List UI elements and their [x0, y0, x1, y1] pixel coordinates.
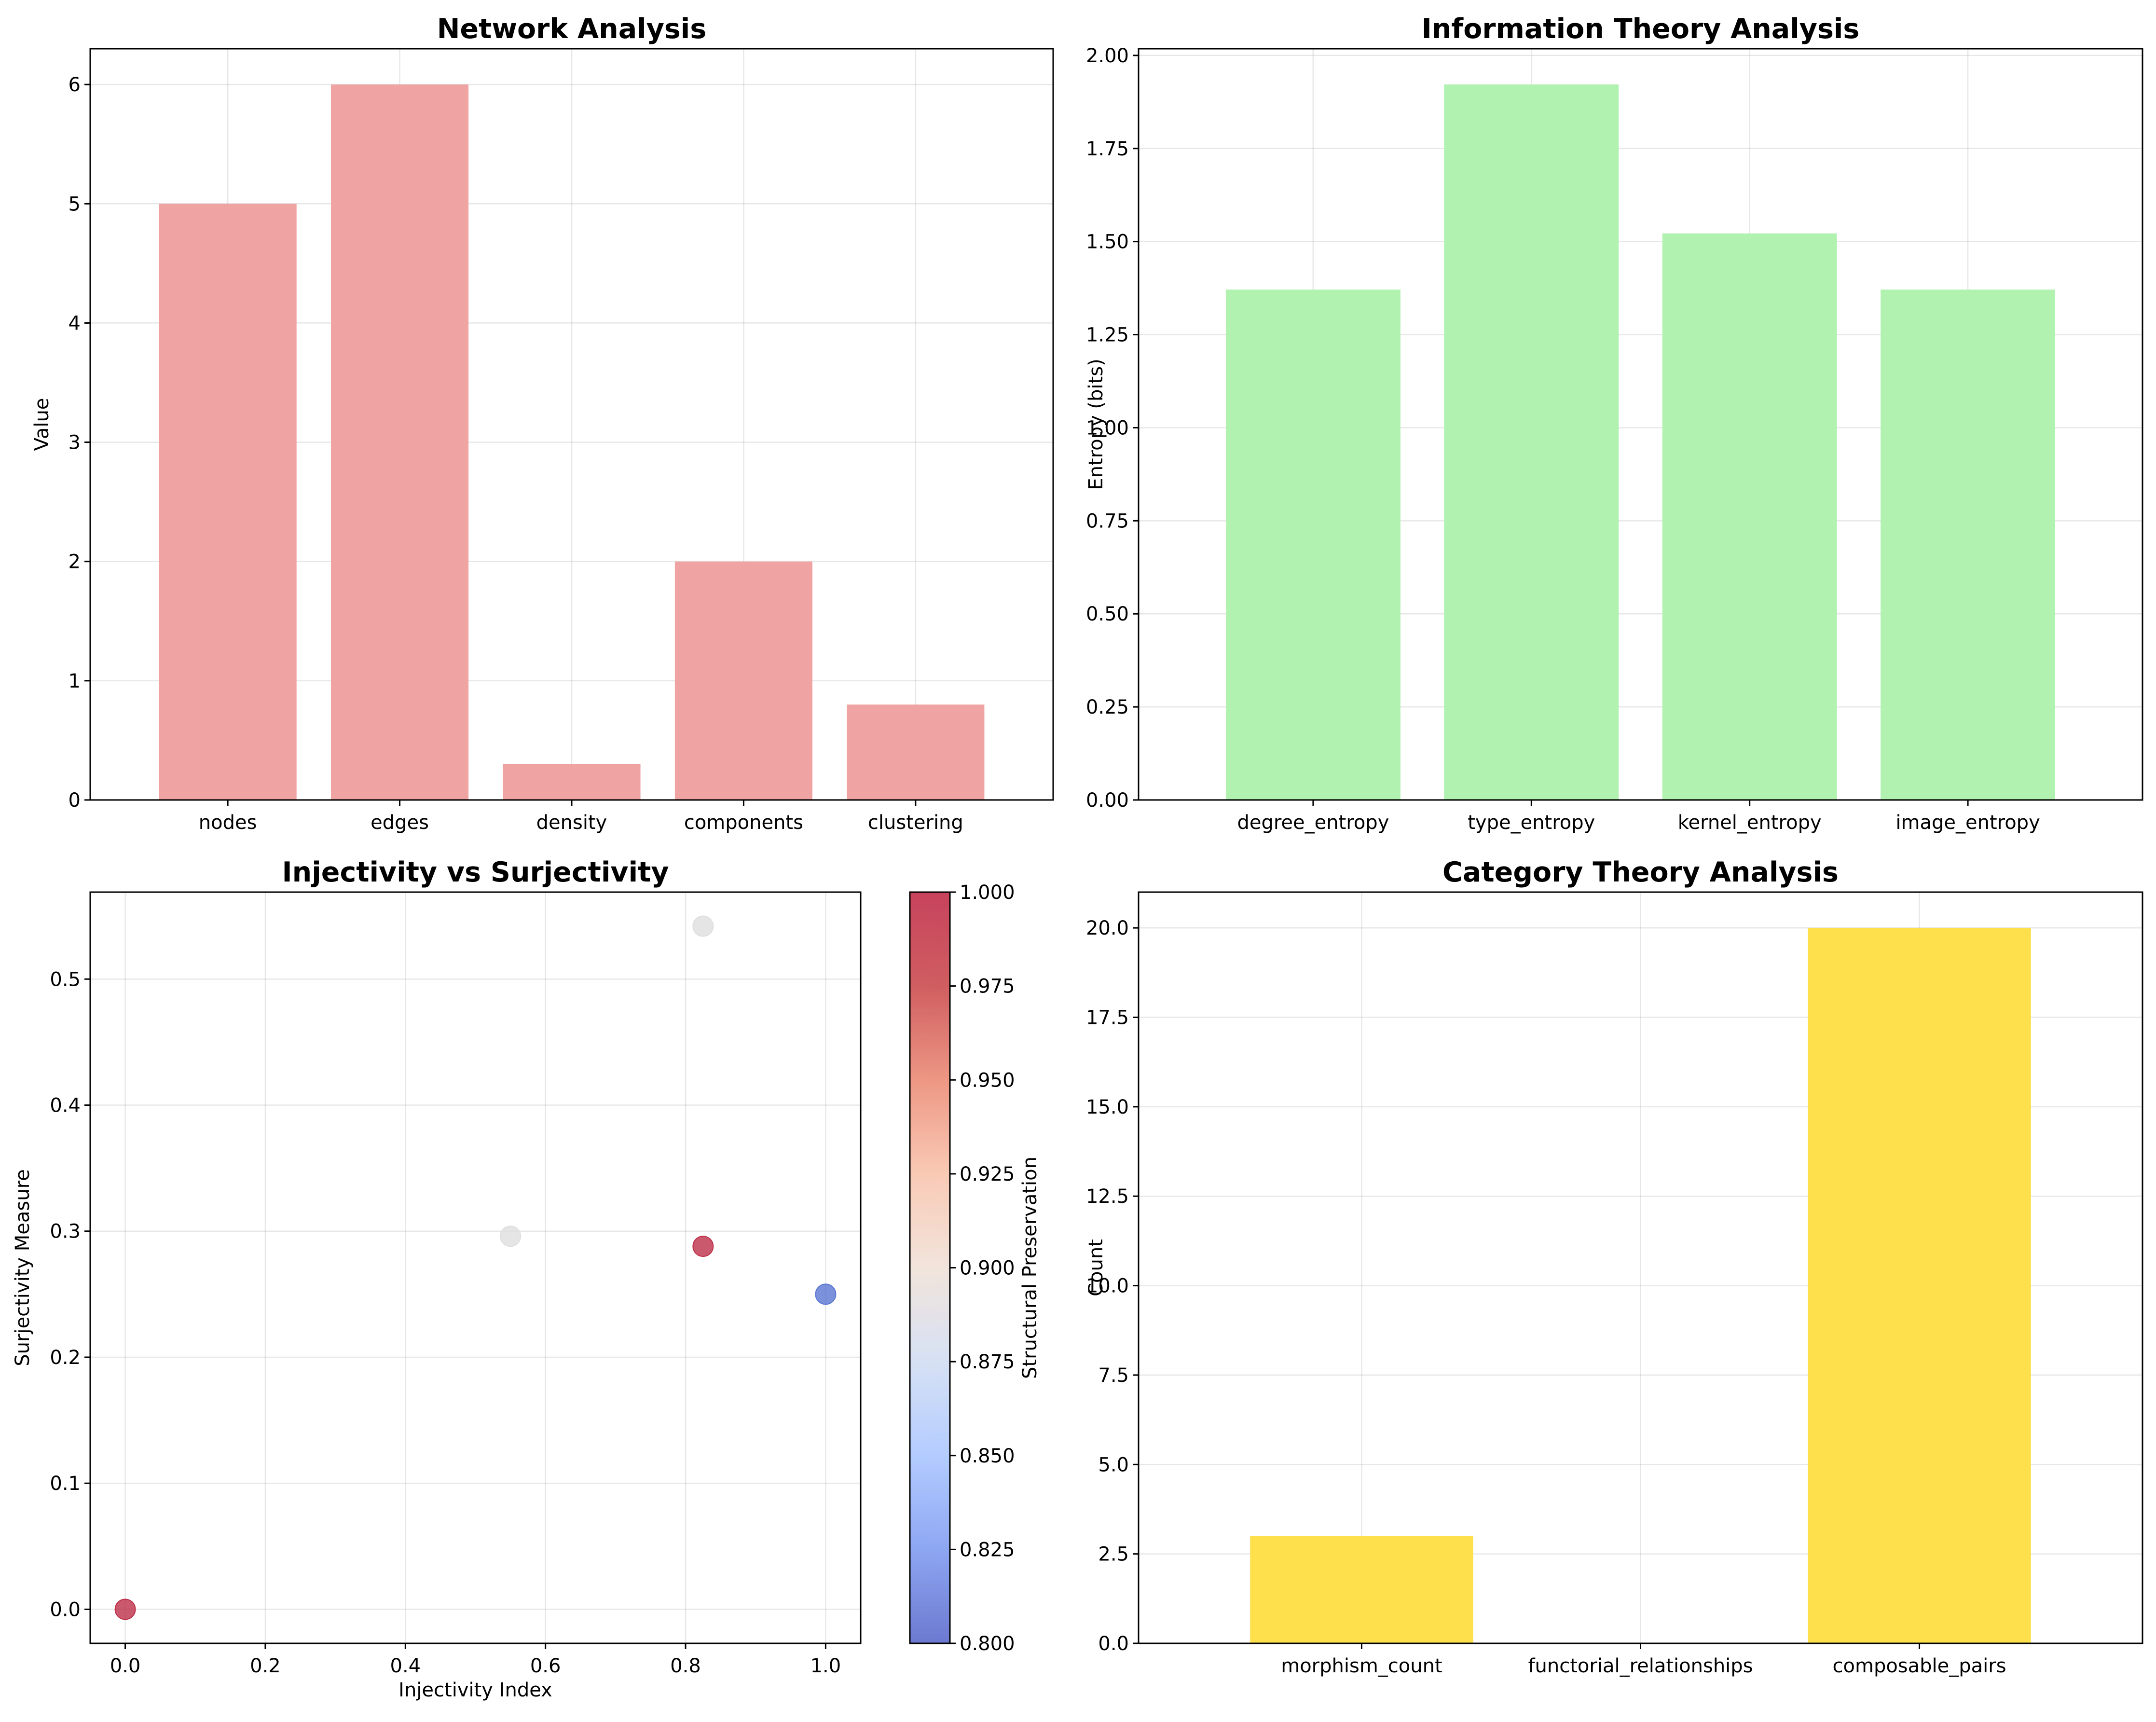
- xtick-label-kernel-entropy: kernel_entropy: [1678, 812, 1822, 834]
- bar-morphism-count: [1250, 1536, 1473, 1643]
- network-analysis-ytick-label: 1: [69, 670, 81, 692]
- colorbar-tick-label: 0.900: [960, 1257, 1015, 1280]
- injectivity-vs-surjectivity-xtick-label: 0.2: [250, 1655, 281, 1677]
- injectivity-surjectivity-panel: 0.0 0.1 0.2 0.3 0.4 0.5 0.0 0.2 0.4 0.6 0.8 1.0 Inj…: [12, 856, 1041, 1701]
- injectivity-vs-surjectivity-ytick-label: 0.5: [50, 968, 81, 991]
- category-theory-analysis-ytick-label: 5.0: [1098, 1454, 1129, 1476]
- xtick-label-components: components: [684, 812, 803, 834]
- network-analysis-ytick-label: 0: [69, 789, 81, 812]
- information-theory-analysis-ytick-label: 0.25: [1086, 696, 1129, 718]
- category-theory-panel: 0.0 2.5 5.0 7.5 10.0 12.5 15.0 17.5 20.0 morphism…: [1085, 856, 2143, 1677]
- information-theory-title: Information Theory Analysis: [1422, 13, 1860, 45]
- bar-components: [674, 561, 812, 800]
- xtick-label-clustering: clustering: [868, 812, 963, 834]
- category-theory-analysis-ytick-label: 12.5: [1086, 1185, 1129, 1208]
- injectivity-vs-surjectivity-xtick-label: 0.4: [390, 1655, 421, 1677]
- bar-kernel-entropy: [1662, 233, 1837, 800]
- bar-type-entropy: [1444, 84, 1619, 800]
- information-theory-analysis-ytick-label: 2.00: [1086, 45, 1129, 67]
- injectivity-vs-surjectivity-xtick-label: 1.0: [810, 1655, 841, 1677]
- xtick-label-type-entropy: type_entropy: [1468, 812, 1595, 834]
- bar-density: [503, 764, 641, 800]
- information-theory-analysis-ytick-label: 0.00: [1086, 789, 1129, 812]
- network-analysis-ytick-label: 4: [69, 312, 81, 334]
- information-theory-ylabel: Entropy (bits): [1085, 358, 1107, 490]
- bar-nodes: [159, 204, 297, 800]
- category-theory-analysis-ytick-label: 17.5: [1086, 1007, 1129, 1029]
- colorbar-tick-label: 0.800: [960, 1633, 1015, 1655]
- network-analysis-ytick-label: 3: [69, 432, 81, 454]
- colorbar-tick-label: 0.975: [960, 976, 1015, 998]
- injectivity-vs-surjectivity-xtick-label: 0.0: [110, 1655, 141, 1677]
- injectivity-surjectivity-frame: [89, 891, 862, 1644]
- xtick-label-functorial-relationships: functorial_relationships: [1528, 1655, 1753, 1677]
- injectivity-surjectivity-xlabel: Injectivity Index: [398, 1679, 552, 1701]
- category-theory-analysis-ytick-label: 15.0: [1086, 1096, 1129, 1118]
- injectivity-vs-surjectivity-xtick-label: 0.8: [670, 1655, 701, 1677]
- injectivity-vs-surjectivity-ytick-label: 0.3: [50, 1221, 81, 1243]
- injectivity-surjectivity-title: Injectivity vs Surjectivity: [282, 856, 669, 888]
- scatter-point: [500, 1226, 522, 1247]
- network-analysis-ytick-label: 5: [69, 193, 81, 215]
- injectivity-vs-surjectivity-ytick-label: 0.1: [50, 1473, 81, 1495]
- xtick-label-edges: edges: [371, 812, 429, 834]
- colorbar-gradient: [909, 891, 951, 1644]
- bar-composable-pairs: [1808, 928, 2031, 1643]
- category-theory-analysis-ytick-label: 20.0: [1086, 917, 1129, 939]
- xtick-label-morphism-count: morphism_count: [1281, 1655, 1442, 1677]
- colorbar-tick-label: 0.825: [960, 1539, 1015, 1561]
- network-analysis-panel: 0 1 2 3 4 5 6 nodes edges density components cluste…: [31, 13, 1054, 834]
- scatter-point: [692, 1236, 714, 1257]
- category-theory-analysis-ytick-label: 7.5: [1098, 1364, 1129, 1387]
- injectivity-vs-surjectivity-ytick-label: 0.4: [50, 1094, 81, 1116]
- scatter-point: [114, 1598, 136, 1620]
- information-theory-frame: [1138, 48, 2143, 801]
- scatter-point: [692, 915, 714, 937]
- xtick-label-density: density: [536, 812, 607, 834]
- category-theory-analysis-ytick-label: 0.0: [1098, 1633, 1129, 1655]
- category-theory-title: Category Theory Analysis: [1442, 856, 1839, 888]
- information-theory-analysis-ytick-label: 1.75: [1086, 138, 1129, 160]
- injectivity-vs-surjectivity-xtick-label: 0.6: [530, 1655, 561, 1677]
- colorbar-tick-label: 0.950: [960, 1069, 1015, 1091]
- injectivity-vs-surjectivity-ytick-label: 0.2: [50, 1347, 81, 1369]
- information-theory-analysis-ytick-label: 0.75: [1086, 510, 1129, 532]
- injectivity-surjectivity-ylabel: Surjectivity Measure: [12, 1169, 34, 1366]
- xtick-label-degree-entropy: degree_entropy: [1237, 812, 1389, 834]
- network-analysis-title: Network Analysis: [437, 13, 707, 45]
- network-analysis-ytick-label: 2: [69, 551, 81, 573]
- information-theory-analysis-ytick-label: 1.50: [1086, 231, 1129, 253]
- xtick-label-nodes: nodes: [199, 812, 257, 834]
- colorbar-label: Structural Preservation: [1019, 1157, 1041, 1379]
- colorbar-tick-label: 0.850: [960, 1445, 1015, 1467]
- bar-clustering: [847, 704, 985, 800]
- information-theory-analysis-ytick-label: 1.00: [1086, 417, 1129, 439]
- category-theory-analysis-ytick-label: 2.5: [1098, 1543, 1129, 1566]
- network-analysis-ylabel: Value: [31, 398, 53, 451]
- network-analysis-ytick-label: 6: [69, 74, 81, 96]
- xtick-label-composable-pairs: composable_pairs: [1833, 1655, 2006, 1677]
- information-theory-panel: 0.00 0.25 0.50 0.75 1.00 1.25 1.50 1.75 2.00 degr…: [1085, 13, 2143, 834]
- structural-preservation-colorbar: 0.800 0.825 0.850 0.875 0.900 0.925 0.950 0.975…: [909, 882, 1015, 1655]
- category-theory-analysis-ytick-label: 10.0: [1086, 1275, 1129, 1297]
- injectivity-vs-surjectivity-ytick-label: 0.0: [50, 1598, 81, 1621]
- information-theory-analysis-ytick-label: 1.25: [1086, 324, 1129, 346]
- bar-degree-entropy: [1225, 289, 1401, 800]
- colorbar-tick-label: 1.000: [960, 882, 1015, 904]
- bar-edges: [331, 84, 469, 800]
- category-theory-ylabel: Count: [1085, 1239, 1107, 1296]
- colorbar-tick-label: 0.925: [960, 1163, 1015, 1185]
- scatter-point: [815, 1283, 837, 1305]
- information-theory-analysis-ytick-label: 0.50: [1086, 603, 1129, 625]
- bar-image-entropy: [1881, 289, 2056, 800]
- colorbar-tick-label: 0.875: [960, 1351, 1015, 1373]
- xtick-label-image-entropy: image_entropy: [1895, 812, 2040, 834]
